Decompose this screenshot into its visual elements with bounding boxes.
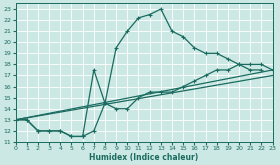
X-axis label: Humidex (Indice chaleur): Humidex (Indice chaleur) [89, 152, 199, 162]
